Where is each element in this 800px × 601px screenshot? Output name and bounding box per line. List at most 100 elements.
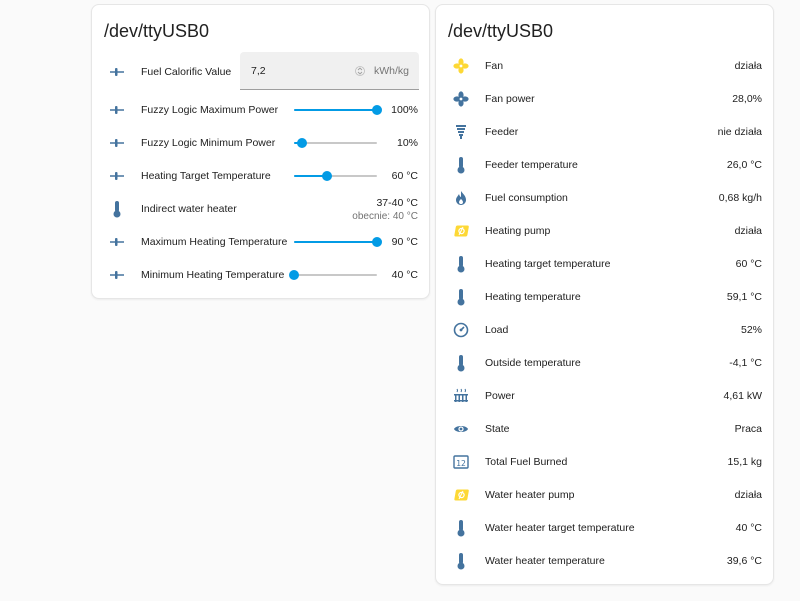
- counter-icon: 12: [452, 453, 470, 471]
- thermometer-icon: [452, 156, 470, 174]
- entity-row[interactable]: Fuel consumption 0,68 kg/h: [436, 181, 773, 214]
- slider-label: Heating Target Temperature: [141, 169, 271, 182]
- slider[interactable]: [294, 133, 377, 153]
- fuel-calorific-row: Fuel Calorific Value: [92, 55, 429, 88]
- slider-row: Maximum Heating Temperature 90 °C: [92, 225, 429, 258]
- slider-row: Fuzzy Logic Maximum Power 100%: [92, 93, 429, 126]
- entity-label: Fan power: [485, 92, 535, 105]
- fire-icon: [452, 189, 470, 207]
- slider-knob[interactable]: [372, 236, 382, 247]
- slider-value: 40 °C: [391, 268, 418, 281]
- slider-value: 10%: [396, 136, 418, 149]
- indirect-water-heater-row[interactable]: Indirect water heater 37-40 °C obecnie: …: [92, 192, 429, 225]
- slider-knob[interactable]: [322, 170, 333, 181]
- indirect-water-heater-value: 37-40 °C: [376, 197, 418, 209]
- fan-icon: [452, 57, 470, 75]
- fuel-calorific-unit: kWh/kg: [374, 65, 410, 77]
- slider-fill: [294, 240, 377, 243]
- indirect-water-heater-current: obecnie: 40 °C: [352, 211, 418, 222]
- slider-icon: [108, 266, 126, 284]
- slider-knob[interactable]: [372, 104, 382, 115]
- stepper-arrows-icon[interactable]: [355, 64, 365, 78]
- slider-label: Minimum Heating Temperature: [141, 268, 285, 281]
- slider-icon: [108, 167, 126, 185]
- entity-row[interactable]: Heating pump działa: [436, 214, 773, 247]
- entity-row[interactable]: Power 4,61 kW: [436, 379, 773, 412]
- thermometer-icon: [452, 288, 470, 306]
- entity-row[interactable]: Fan działa: [436, 49, 773, 82]
- entity-row[interactable]: Heating temperature 59,1 °C: [436, 280, 773, 313]
- entity-value: 40 °C: [735, 521, 762, 534]
- entity-row[interactable]: Water heater pump działa: [436, 478, 773, 511]
- slider-row: Fuzzy Logic Minimum Power 10%: [92, 126, 429, 159]
- slider-value: 60 °C: [391, 169, 418, 182]
- entity-label: Feeder: [485, 125, 519, 138]
- pump-icon: [452, 486, 470, 504]
- fuel-calorific-input[interactable]: 7,2 kWh/kg: [240, 52, 419, 90]
- entity-value: działa: [734, 224, 762, 237]
- entity-value: działa: [734, 59, 762, 72]
- slider-fill: [294, 174, 328, 177]
- slider-label: Fuzzy Logic Maximum Power: [141, 103, 279, 116]
- entity-row[interactable]: State Praca: [436, 412, 773, 445]
- slider-track[interactable]: [294, 174, 377, 177]
- card-title: /dev/ttyUSB0: [448, 21, 554, 41]
- thermometer-icon: [108, 200, 126, 218]
- entity-value: 0,68 kg/h: [718, 191, 762, 204]
- thermometer-icon: [452, 255, 470, 273]
- entity-label: Heating pump: [485, 224, 551, 237]
- thermometer-icon: [452, 354, 470, 372]
- card-title: /dev/ttyUSB0: [104, 21, 210, 41]
- thermometer-icon: [452, 519, 470, 537]
- entity-row[interactable]: 12 Total Fuel Burned 15,1 kg: [436, 445, 773, 478]
- slider-icon: [108, 101, 126, 119]
- slider[interactable]: [289, 265, 377, 285]
- entity-label: Fan: [485, 59, 504, 72]
- entity-label: Heating target temperature: [485, 257, 611, 270]
- slider-track[interactable]: [294, 141, 377, 144]
- entity-row[interactable]: Heating target temperature 60 °C: [436, 247, 773, 280]
- radiator-icon: [452, 387, 470, 405]
- entity-value: nie działa: [717, 125, 762, 138]
- slider-knob[interactable]: [289, 269, 299, 280]
- slider-row: Minimum Heating Temperature 40 °C: [92, 258, 429, 291]
- eye-icon: [452, 420, 470, 438]
- controls-card: /dev/ttyUSB0 Fuel Calorific Value 7,2 kW…: [91, 4, 430, 299]
- entity-label: Load: [485, 323, 509, 336]
- entity-value: 39,6 °C: [726, 554, 762, 567]
- entity-label: Power: [485, 389, 515, 402]
- entity-row[interactable]: Load 52%: [436, 313, 773, 346]
- entity-label: Feeder temperature: [485, 158, 578, 171]
- slider-icon: [108, 63, 126, 81]
- entity-row[interactable]: Feeder temperature 26,0 °C: [436, 148, 773, 181]
- slider-row: Heating Target Temperature 60 °C: [92, 159, 429, 192]
- thermometer-icon: [452, 552, 470, 570]
- entity-row[interactable]: Fan power 28,0%: [436, 82, 773, 115]
- slider[interactable]: [294, 100, 382, 120]
- pump-icon: [452, 222, 470, 240]
- entity-row[interactable]: Water heater target temperature 40 °C: [436, 511, 773, 544]
- entity-value: 4,61 kW: [723, 389, 762, 402]
- slider[interactable]: [294, 232, 382, 252]
- fuel-calorific-label: Fuel Calorific Value: [141, 65, 232, 78]
- entity-value: Praca: [734, 422, 762, 435]
- entity-label: Total Fuel Burned: [485, 455, 568, 468]
- feeder-icon: [452, 123, 470, 141]
- entity-row[interactable]: Feeder nie działa: [436, 115, 773, 148]
- entity-row[interactable]: Outside temperature -4,1 °C: [436, 346, 773, 379]
- entity-row[interactable]: Water heater temperature 39,6 °C: [436, 544, 773, 577]
- entity-value: 28,0%: [732, 92, 762, 105]
- entity-value: 26,0 °C: [726, 158, 762, 171]
- fuel-calorific-value[interactable]: 7,2: [251, 65, 266, 77]
- indirect-water-heater-label: Indirect water heater: [141, 202, 237, 215]
- slider-knob[interactable]: [297, 137, 308, 148]
- slider-value: 90 °C: [391, 235, 418, 248]
- slider-track[interactable]: [294, 273, 377, 276]
- entity-label: Water heater target temperature: [485, 521, 635, 534]
- gauge-icon: [452, 321, 470, 339]
- entity-value: 52%: [740, 323, 762, 336]
- entity-value: 59,1 °C: [726, 290, 762, 303]
- slider[interactable]: [294, 166, 377, 186]
- fan-power-icon: [452, 90, 470, 108]
- entity-value: 60 °C: [735, 257, 762, 270]
